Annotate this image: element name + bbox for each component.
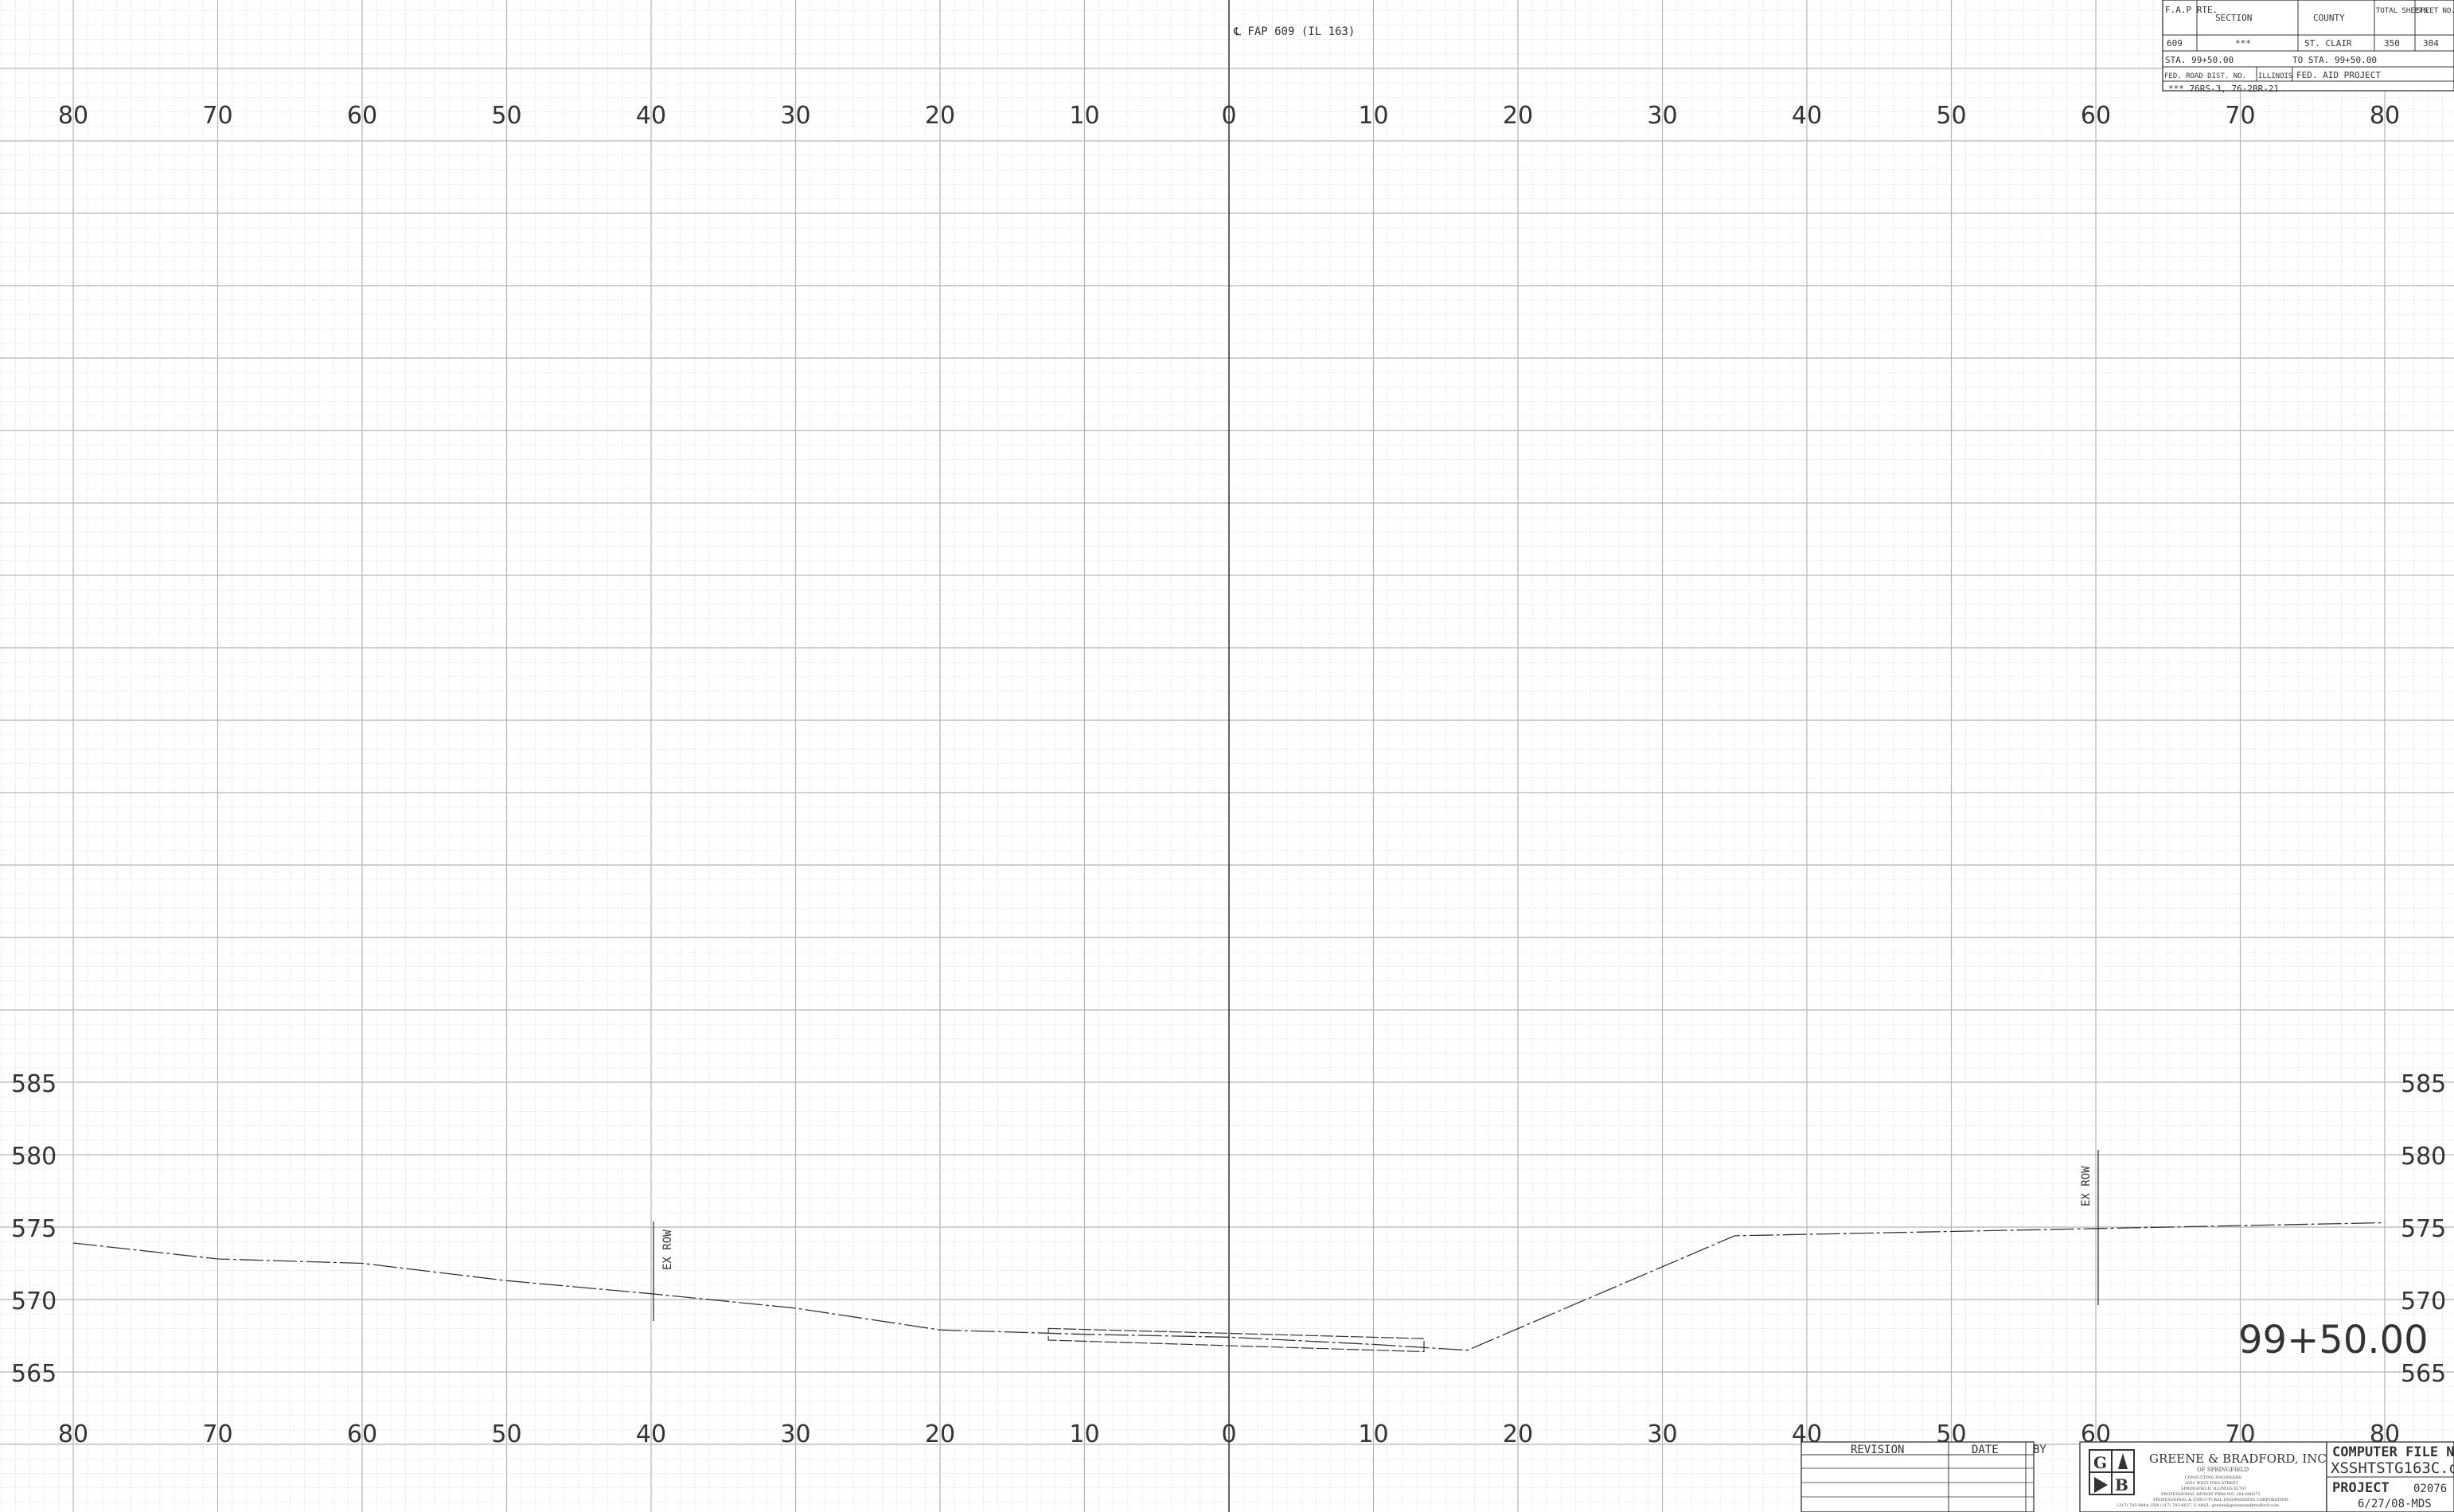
offset-tick-label: 60 bbox=[347, 102, 377, 130]
elevation-tick-label: 580 bbox=[2401, 1143, 2446, 1171]
by-header: BY bbox=[2033, 1444, 2046, 1456]
elevation-tick-label: 565 bbox=[11, 1360, 57, 1388]
elevation-tick-label: 580 bbox=[11, 1143, 57, 1171]
computer-file-label: COMPUTER FILE NO. bbox=[2332, 1444, 2454, 1460]
elevation-tick-label: 585 bbox=[11, 1070, 57, 1098]
hdr-sheet-no: SHEET NO. bbox=[2417, 7, 2454, 15]
offset-tick-label: 70 bbox=[202, 1420, 232, 1448]
firm-logo: G B bbox=[2089, 1449, 2135, 1495]
firm-line-1: CONSULTING ENGINEERS bbox=[2185, 1475, 2242, 1480]
offset-tick-label: 50 bbox=[1936, 102, 1966, 130]
offset-tick-label: 20 bbox=[925, 1420, 955, 1448]
val-sheet-no: 304 bbox=[2423, 38, 2439, 49]
hdr-county: COUNTY bbox=[2313, 13, 2345, 23]
offset-tick-label: 0 bbox=[1221, 102, 1236, 130]
firm-line-4: PROFESSIONAL DESIGN FIRM NO. 184-000372 bbox=[2161, 1492, 2261, 1497]
existing-pavement bbox=[1048, 1327, 1425, 1353]
contract-no: *** 76RS-3, 76-2BR-21 bbox=[2168, 84, 2279, 94]
offset-tick-label: 10 bbox=[1358, 1420, 1388, 1448]
ex-row-left-label: EX ROW bbox=[661, 1229, 674, 1270]
offset-tick-label: 30 bbox=[780, 102, 810, 130]
elevation-tick-label: 585 bbox=[2401, 1070, 2446, 1098]
offset-tick-label: 20 bbox=[925, 102, 955, 130]
firm-line-2: 3501 WEST IVES STREET bbox=[2185, 1481, 2239, 1486]
val-county: ST. CLAIR bbox=[2304, 38, 2352, 49]
project-number: 02076 bbox=[2413, 1483, 2447, 1495]
offset-tick-label: 80 bbox=[2370, 102, 2400, 130]
offset-tick-label: 0 bbox=[1221, 1420, 1236, 1448]
offset-tick-label: 50 bbox=[491, 1420, 521, 1448]
existing-ground-line bbox=[72, 1222, 2386, 1351]
offset-tick-label: 10 bbox=[1069, 102, 1099, 130]
offset-tick-label: 80 bbox=[58, 102, 88, 130]
val-total-sheets: 350 bbox=[2384, 38, 2400, 49]
offset-tick-label: 10 bbox=[1358, 102, 1388, 130]
computer-file-name: XSSHTSTG163C.dgn bbox=[2331, 1459, 2454, 1477]
firm-block: G B GREENE & BRADFORD, INC. OF SPRINGFIE… bbox=[2079, 1441, 2330, 1512]
offset-tick-label: 60 bbox=[347, 1420, 377, 1448]
date-header: DATE bbox=[1972, 1444, 1999, 1456]
offset-tick-label: 70 bbox=[202, 102, 232, 130]
offset-tick-label: 40 bbox=[636, 102, 666, 130]
svg-text:G: G bbox=[2093, 1453, 2107, 1472]
offset-tick-label: 60 bbox=[2081, 102, 2111, 130]
firm-name: GREENE & BRADFORD, INC. bbox=[2149, 1452, 2330, 1466]
computer-file-block: COMPUTER FILE NO. XSSHTSTG163C.dgn PROJE… bbox=[2326, 1441, 2454, 1512]
elevation-tick-label: 565 bbox=[2401, 1360, 2446, 1388]
elevation-tick-label: 570 bbox=[2401, 1288, 2446, 1315]
offset-tick-label: 40 bbox=[636, 1420, 666, 1448]
offset-tick-label: 70 bbox=[2225, 102, 2255, 130]
firm-line-5: PROFESSIONAL & STRUCTURAL ENGINEERING CO… bbox=[2153, 1498, 2289, 1502]
title-block: F.A.P RTE. SECTION COUNTY TOTAL SHEETS S… bbox=[2162, 0, 2454, 94]
elevation-axis-left: 585 580 575 570 565 bbox=[11, 1070, 57, 1388]
offset-tick-label: 20 bbox=[1503, 1420, 1533, 1448]
revision-header: REVISION bbox=[1851, 1444, 1904, 1456]
centerline-label: ℄ FAP 609 (IL 163) bbox=[1233, 25, 1355, 38]
project-label: PROJECT bbox=[2332, 1480, 2390, 1496]
offset-tick-label: 40 bbox=[1792, 102, 1822, 130]
firm-line-6: (217) 793-8844, FAX (217) 793-6627, E-MA… bbox=[2117, 1502, 2279, 1508]
offset-tick-label: 10 bbox=[1069, 1420, 1099, 1448]
revision-block: REVISION DATE BY bbox=[1801, 1441, 2046, 1512]
sta-from: STA. 99+50.00 bbox=[2165, 55, 2234, 65]
firm-sub: OF SPRINGFIELD bbox=[2197, 1467, 2249, 1473]
svg-text:B: B bbox=[2115, 1475, 2128, 1494]
elevation-tick-label: 575 bbox=[2401, 1215, 2446, 1243]
offset-axis-top: 80 70 60 50 40 30 20 10 0 10 20 30 40 50 60 70 80 bbox=[58, 102, 2400, 130]
offset-tick-label: 20 bbox=[1503, 102, 1533, 130]
hdr-section: SECTION bbox=[2215, 13, 2252, 23]
val-section: *** bbox=[2235, 38, 2251, 49]
offset-tick-label: 30 bbox=[1647, 1420, 1677, 1448]
fed-aid-project: FED. AID PROJECT bbox=[2296, 70, 2381, 80]
firm-line-3: SPRINGFIELD, ILLINOIS 62707 bbox=[2181, 1487, 2246, 1491]
state: ILLINOIS bbox=[2258, 72, 2292, 80]
offset-tick-label: 80 bbox=[58, 1420, 88, 1448]
project-date: 6/27/08-MDS bbox=[2358, 1498, 2432, 1510]
elevation-tick-label: 570 bbox=[11, 1288, 57, 1315]
val-fap: 609 bbox=[2167, 38, 2183, 49]
offset-tick-label: 30 bbox=[1647, 102, 1677, 130]
elevation-tick-label: 575 bbox=[11, 1215, 57, 1243]
elevation-axis-right: 585 580 575 570 565 bbox=[2401, 1070, 2446, 1388]
offset-tick-label: 50 bbox=[491, 102, 521, 130]
ex-row-right-label: EX ROW bbox=[2080, 1166, 2093, 1206]
sta-to: TO STA. 99+50.00 bbox=[2292, 55, 2377, 65]
hdr-fap: F.A.P RTE. bbox=[2165, 5, 2218, 15]
fed-road-dist: FED. ROAD DIST. NO. bbox=[2164, 72, 2246, 80]
offset-tick-label: 30 bbox=[780, 1420, 810, 1448]
station-label: 99+50.00 bbox=[2238, 1318, 2429, 1362]
hdr-total-sheets: TOTAL SHEETS bbox=[2376, 7, 2428, 15]
